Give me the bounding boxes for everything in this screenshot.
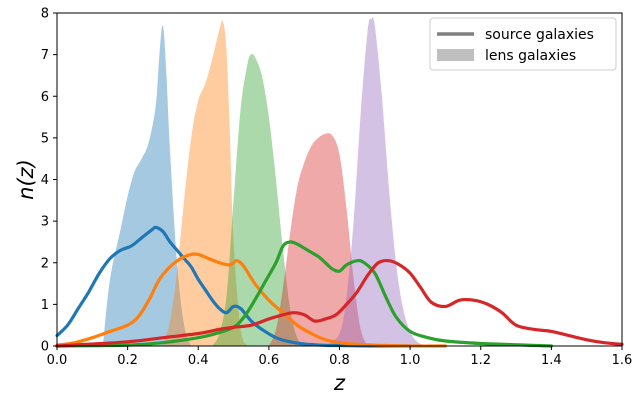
x-tick-label: 0.4 xyxy=(188,353,209,368)
y-tick-label: 0 xyxy=(41,340,49,355)
lens-bin-4-area xyxy=(268,133,368,346)
source-bin-1-line xyxy=(55,225,412,348)
y-tick-label: 1 xyxy=(41,298,49,313)
legend: source galaxies lens galaxies xyxy=(429,17,617,71)
lens-bin-3-area xyxy=(212,53,305,347)
legend-source-label: source galaxies xyxy=(485,27,594,43)
y-axis-ticks: 0 1 2 3 4 5 6 7 8 xyxy=(41,7,57,355)
source-bin-4-line xyxy=(55,258,624,348)
y-tick-label: 3 xyxy=(41,215,49,230)
x-axis-ticks: 0.0 0.2 0.4 0.6 0.8 1.0 1.2 1.4 1.6 xyxy=(47,346,633,368)
y-tick-label: 4 xyxy=(41,173,49,188)
y-tick-label: 2 xyxy=(41,256,49,271)
x-tick-label: 1.0 xyxy=(400,353,421,368)
source-distributions xyxy=(55,225,624,348)
legend-lens-swatch xyxy=(437,49,474,61)
legend-box xyxy=(429,17,617,71)
y-tick-label: 5 xyxy=(41,131,49,146)
source-bin-2-line xyxy=(55,252,448,348)
x-tick-label: 0.0 xyxy=(47,353,68,368)
x-tick-label: 0.2 xyxy=(117,353,138,368)
x-tick-label: 1.2 xyxy=(470,353,491,368)
x-tick-label: 1.6 xyxy=(612,353,633,368)
x-tick-label: 0.6 xyxy=(259,353,280,368)
x-tick-label: 1.4 xyxy=(541,353,562,368)
x-axis-label: z xyxy=(333,371,346,395)
y-tick-label: 7 xyxy=(41,48,49,63)
y-axis-label: n(z) xyxy=(14,159,38,200)
x-tick-label: 0.8 xyxy=(329,353,350,368)
legend-lens-label: lens galaxies xyxy=(485,48,576,64)
y-tick-label: 6 xyxy=(41,90,49,105)
y-tick-label: 8 xyxy=(41,7,49,22)
